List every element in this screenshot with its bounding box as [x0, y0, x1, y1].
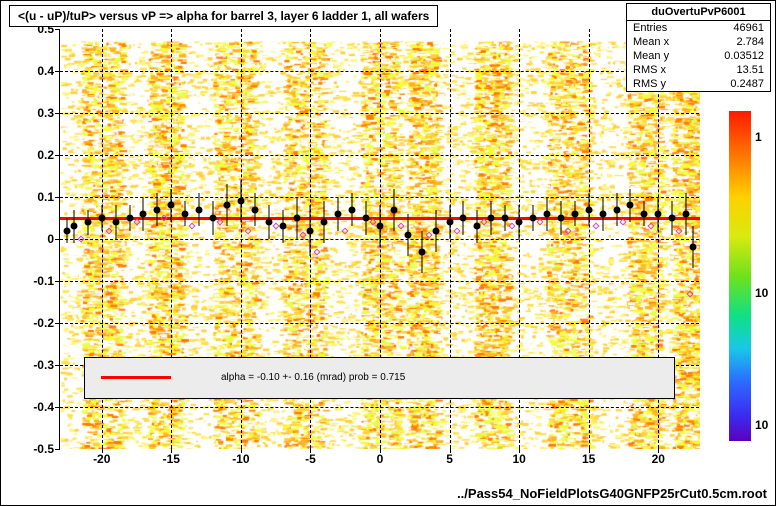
y-tick-label: -0.1 [33, 274, 60, 288]
profile-point [432, 227, 439, 234]
profile-point [140, 210, 147, 217]
profile-point [502, 215, 509, 222]
stats-rmsx-label: RMS x [633, 64, 666, 76]
profile-point [669, 215, 676, 222]
profile-point [474, 223, 481, 230]
profile-point [223, 202, 230, 209]
profile-point [363, 215, 370, 222]
profile-point [251, 206, 258, 213]
profile-point [84, 219, 91, 226]
footer-filename: ../Pass54_NoFieldPlotsG40GNFP25rCut0.5cm… [457, 486, 767, 501]
legend-line-icon [101, 376, 171, 379]
stats-rmsx: 13.51 [736, 64, 764, 76]
profile-point [377, 223, 384, 230]
profile-point [641, 210, 648, 217]
fit-legend: alpha = -0.10 +- 0.16 (mrad) prob = 0.71… [84, 357, 675, 399]
y-tick-label: 0.1 [37, 190, 60, 204]
x-tick-label: 0 [377, 448, 384, 466]
chart-title: <(u - uP)/tuP> versus vP => alpha for ba… [9, 5, 438, 27]
profile-point [335, 210, 342, 217]
plot-area: -0.5-0.4-0.3-0.2-0.100.10.20.30.40.5-20-… [59, 29, 699, 449]
profile-point [265, 219, 272, 226]
profile-point [293, 215, 300, 222]
stats-rmsy: 0.2487 [730, 78, 764, 90]
y-tick-label: 0 [47, 232, 60, 246]
profile-point [585, 206, 592, 213]
profile-point [112, 219, 119, 226]
x-tick-label: -15 [163, 448, 180, 466]
profile-point [63, 227, 70, 234]
profile-point [349, 206, 356, 213]
profile-point [530, 215, 537, 222]
y-tick-label: -0.3 [33, 358, 60, 372]
x-tick-label: 20 [652, 448, 665, 466]
profile-point [516, 219, 523, 226]
profile-point [98, 215, 105, 222]
stats-meany-label: Mean y [633, 50, 669, 62]
profile-point [168, 202, 175, 209]
stats-meanx: 2.784 [736, 36, 764, 48]
profile-point [571, 210, 578, 217]
profile-point [460, 215, 467, 222]
stats-entries: 46961 [733, 22, 764, 34]
profile-point [655, 210, 662, 217]
stats-entries-label: Entries [633, 22, 667, 34]
y-tick-label: 0.2 [37, 148, 60, 162]
profile-point [446, 219, 453, 226]
x-tick-label: -5 [305, 448, 316, 466]
stats-meanx-label: Mean x [633, 36, 669, 48]
stats-rmsy-label: RMS y [633, 78, 666, 90]
profile-point [557, 215, 564, 222]
legend-text: alpha = -0.10 +- 0.16 (mrad) prob = 0.71… [221, 372, 405, 383]
profile-point [279, 223, 286, 230]
profile-point [404, 231, 411, 238]
profile-point [627, 202, 634, 209]
x-tick-label: 15 [582, 448, 595, 466]
y-tick-label: 0.3 [37, 106, 60, 120]
stats-histname: duOvertuPvP6001 [627, 4, 770, 21]
profile-point [321, 219, 328, 226]
profile-point [237, 198, 244, 205]
x-tick-label: -10 [232, 448, 249, 466]
chart-container: <(u - uP)/tuP> versus vP => alpha for ba… [0, 0, 776, 506]
profile-point [613, 206, 620, 213]
profile-point [599, 210, 606, 217]
y-tick-label: -0.5 [33, 442, 60, 456]
y-tick-label: -0.4 [33, 400, 60, 414]
stats-box: duOvertuPvP6001 Entries 46961 Mean x 2.784… [626, 3, 771, 92]
colorbar: 11010 [729, 111, 751, 441]
stats-meany: 0.03512 [724, 50, 764, 62]
x-tick-label: -20 [93, 448, 110, 466]
profile-point [210, 215, 217, 222]
profile-point [488, 215, 495, 222]
profile-point [390, 206, 397, 213]
profile-point [70, 223, 77, 230]
y-tick-label: 0.4 [37, 64, 60, 78]
profile-point [196, 206, 203, 213]
profile-point [126, 215, 133, 222]
profile-point [307, 227, 314, 234]
colorbar-tick: 10 [751, 418, 768, 432]
x-tick-label: 10 [512, 448, 525, 466]
profile-point [182, 210, 189, 217]
profile-point [690, 244, 697, 251]
colorbar-tick: 10 [751, 286, 768, 300]
profile-point [418, 248, 425, 255]
profile-point [683, 210, 690, 217]
x-tick-label: 5 [446, 448, 453, 466]
colorbar-tick: 1 [751, 130, 762, 144]
y-tick-label: -0.2 [33, 316, 60, 330]
profile-point [543, 210, 550, 217]
profile-point [154, 206, 161, 213]
